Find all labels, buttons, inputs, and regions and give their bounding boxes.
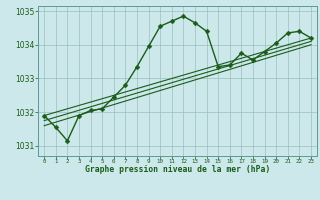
X-axis label: Graphe pression niveau de la mer (hPa): Graphe pression niveau de la mer (hPa) xyxy=(85,165,270,174)
